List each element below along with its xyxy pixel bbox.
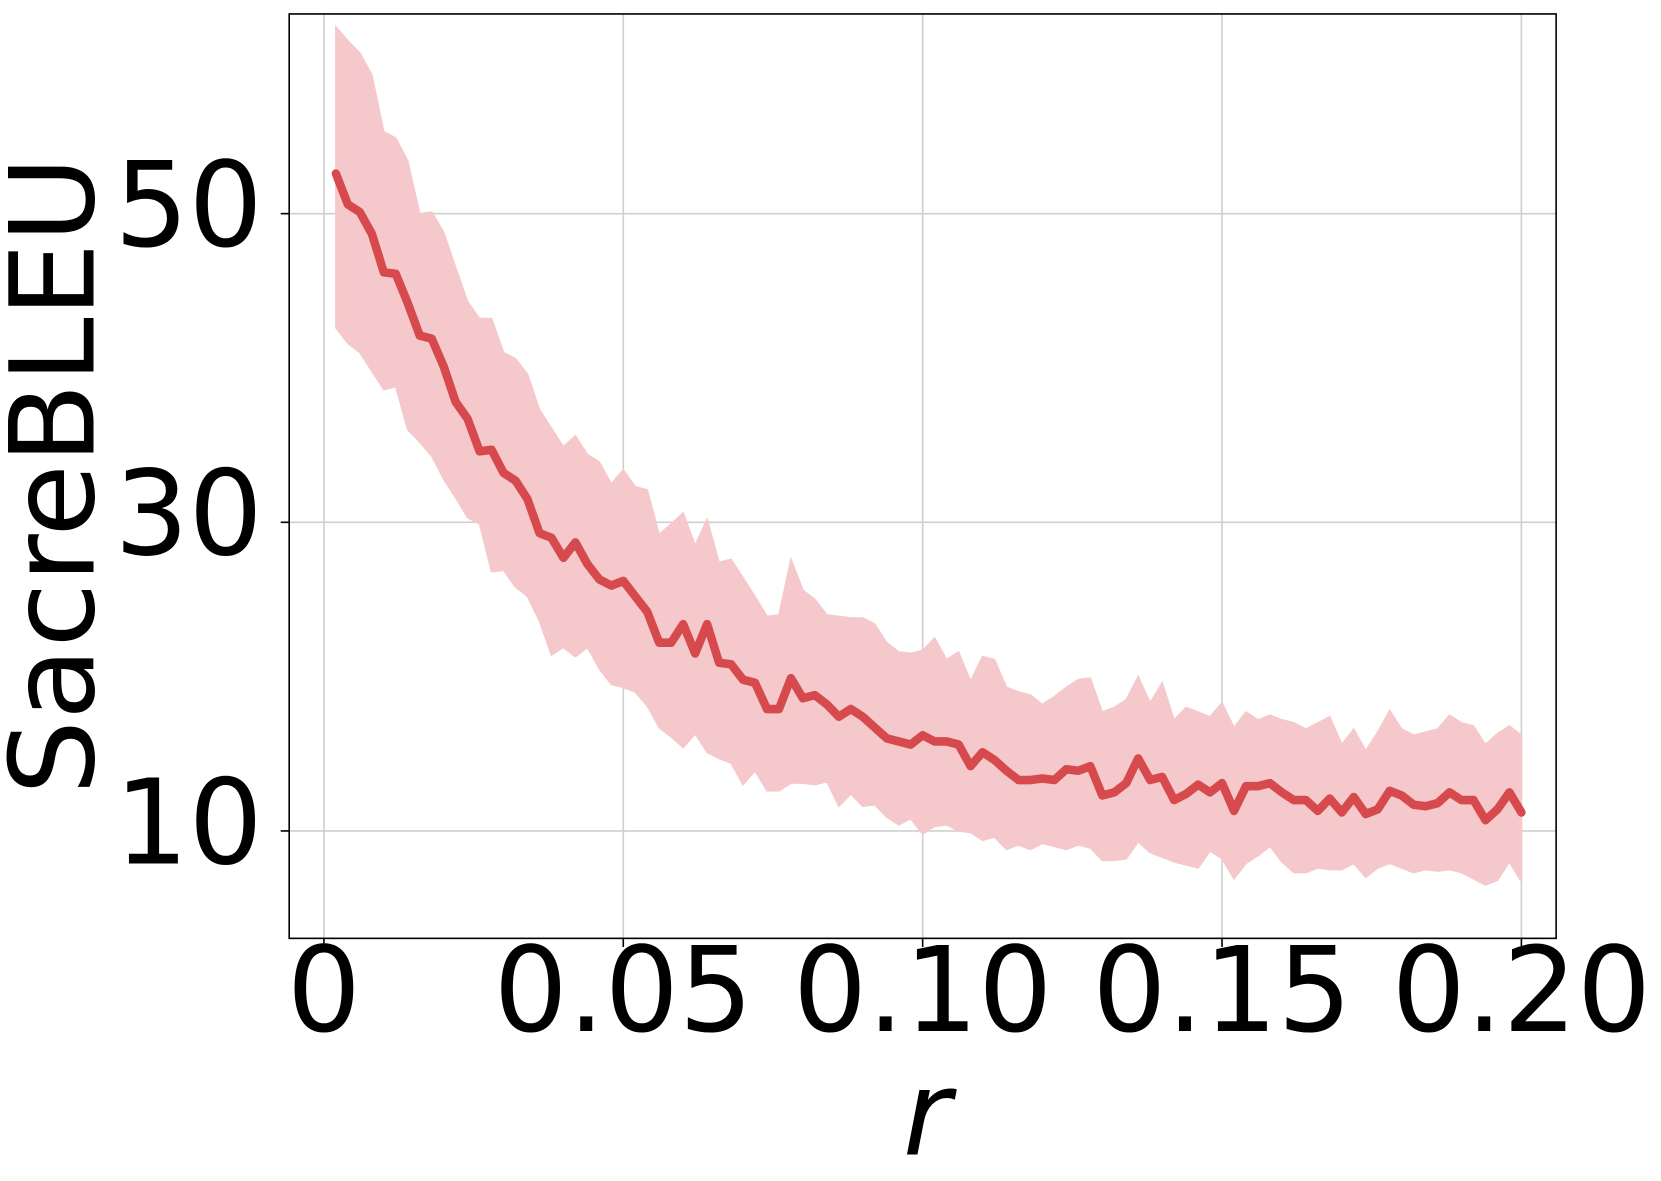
plot-frame — [288, 13, 1557, 940]
y-tick-label: 30 — [114, 445, 262, 583]
y-tick-label: 50 — [114, 136, 262, 274]
x-tick-label: 0.15 — [1092, 921, 1351, 1059]
x-axis-label: r — [903, 1045, 958, 1181]
x-tick-label: 0.10 — [793, 921, 1052, 1059]
error-band — [335, 24, 1523, 886]
line — [331, 169, 1526, 825]
x-tick-label: 0 — [287, 921, 361, 1059]
y-axis-label: SacreBLEU — [0, 156, 121, 795]
x-tick-label: 0.20 — [1392, 921, 1651, 1059]
x-tick-label: 0.05 — [494, 921, 753, 1059]
y-tick-label: 10 — [114, 754, 262, 892]
